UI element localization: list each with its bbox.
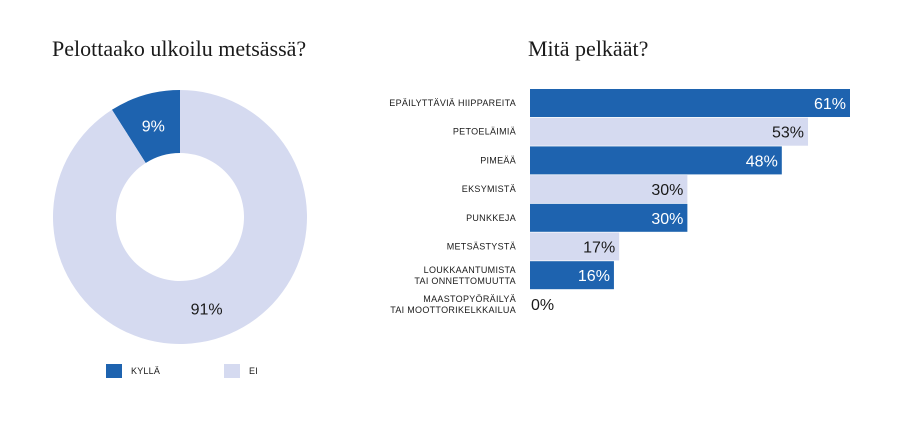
bar-6	[530, 261, 614, 290]
bar-value-label-6: 16%	[578, 268, 610, 285]
bar-category-label-2: PIMEÄÄ	[480, 155, 516, 165]
legend-swatch-ei	[224, 364, 240, 378]
legend-label-kylla: KYLLÄ	[131, 366, 161, 376]
donut-slice-0	[111, 90, 180, 163]
donut-chart-title: Pelottaako ulkoilu metsässä?	[52, 36, 307, 61]
donut-slice-label-0: 9%	[142, 118, 165, 135]
bar-4	[530, 203, 688, 232]
bar-1	[530, 117, 809, 146]
donut-slice-label-1: 91%	[191, 302, 223, 319]
bar-5	[530, 232, 620, 261]
legend-item-kylla: KYLLÄ	[106, 364, 160, 378]
bar-category-label-3: EKSYMISTÄ	[462, 184, 516, 194]
bar-value-label-3: 30%	[651, 182, 683, 199]
bar-category-label-line-7-1: TAI MOOTTORIKELKKAILUA	[390, 305, 516, 315]
bar-category-label-4: PUNKKEJA	[466, 213, 516, 223]
bar-value-label-0: 61%	[814, 96, 846, 113]
bar-category-label-line-6-0: LOUKKAANTUMISTA	[424, 265, 516, 275]
legend-swatch-kylla	[106, 364, 122, 378]
bar-chart-title: Mitä pelkäät?	[528, 36, 649, 61]
bar-3	[530, 175, 688, 204]
donut-slice-1	[53, 90, 308, 345]
bar-2	[530, 146, 782, 175]
bar-category-label-1: PETOELÄIMIÄ	[453, 127, 516, 137]
bar-value-label-2: 48%	[746, 153, 778, 170]
bar-value-label-4: 30%	[651, 211, 683, 228]
legend-item-ei: EI	[224, 364, 258, 378]
bar-value-label-1: 53%	[772, 125, 804, 142]
bar-0	[530, 89, 850, 117]
bar-category-label-6: LOUKKAANTUMISTA TAI ONNETTOMUUTTA	[414, 265, 516, 286]
bar-value-label-5: 17%	[583, 240, 615, 257]
bar-category-label-0: EPÄILYTTÄVIÄ HIIPPAREITA	[389, 98, 516, 108]
bar-category-label-5: METSÄSTYSTÄ	[447, 242, 516, 252]
bar-category-label-line-6-1: TAI ONNETTOMUUTTA	[414, 276, 516, 286]
bar-category-label-line-7-0: MAASTOPYÖRÄILYÄ	[423, 294, 516, 304]
bar-value-label-7: 0%	[531, 297, 554, 314]
legend-label-ei: EI	[249, 366, 258, 376]
bar-category-label-7: MAASTOPYÖRÄILYÄ TAI MOOTTORIKELKKAILUA	[390, 294, 516, 315]
